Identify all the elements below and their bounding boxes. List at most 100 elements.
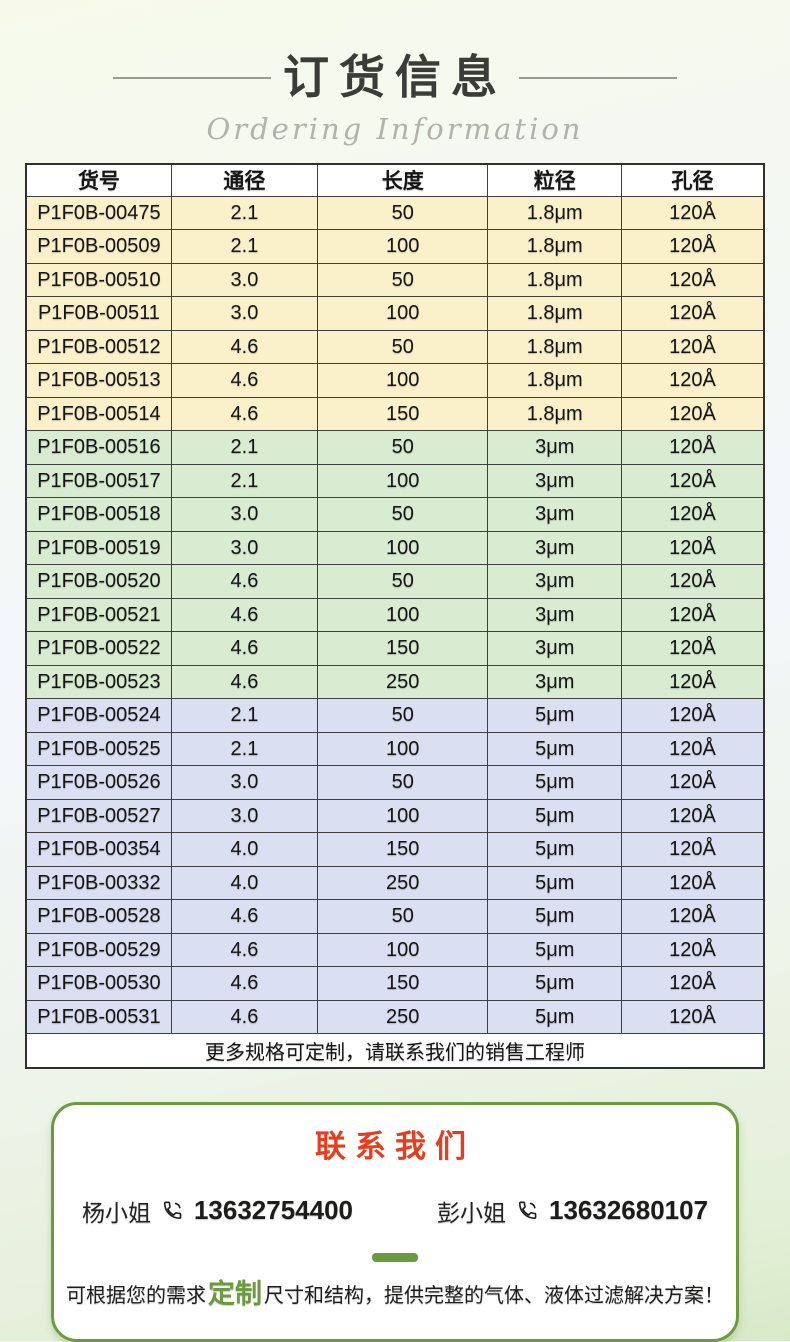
table-cell: P1F0B-00475 (25, 195, 172, 231)
custom-spec-note: 更多规格可定制，请联系我们的销售工程师 (25, 1033, 765, 1069)
table-cell: 100 (316, 363, 489, 398)
table-cell: P1F0B-00525 (25, 731, 172, 767)
table-cell: 2.1 (170, 731, 318, 767)
contact-phone: 13632754400 (193, 1195, 353, 1226)
table-cell: 3.0 (170, 262, 318, 298)
table-cell: 120Å (621, 296, 765, 331)
header-section: 订货信息 Ordering Information (0, 0, 790, 146)
table-cell: 120Å (621, 865, 765, 901)
table-cell: 50 (316, 497, 489, 532)
table-cell: 3.0 (170, 530, 318, 566)
table-cell: 50 (316, 564, 489, 599)
table-cell: 2.1 (170, 229, 318, 264)
table-cell: 120Å (621, 564, 765, 599)
table-cell: 120Å (621, 966, 765, 1001)
table-cell: 150 (316, 832, 489, 867)
table-cell: 50 (316, 195, 489, 231)
table-cell: 3.0 (170, 798, 318, 834)
contact-name: 彭小姐 (437, 1199, 506, 1226)
table-cell: 120Å (621, 430, 765, 465)
table-cell: 120Å (621, 363, 765, 398)
table-cell: 100 (316, 798, 489, 834)
table-cell: 250 (316, 999, 489, 1035)
table-row: P1F0B-00510 3.0 50 1.8μm 120Å (25, 262, 765, 298)
contact-title: 联系我们 (315, 1128, 475, 1164)
table-cell: 2.1 (170, 430, 318, 465)
table-cell: 100 (316, 731, 489, 767)
note-prefix: 可根据您的需求 (66, 1284, 206, 1307)
table-cell: 120Å (621, 932, 765, 968)
table-cell: 120Å (621, 765, 765, 800)
table-row: P1F0B-00354 4.0 150 5μm 120Å (25, 832, 765, 867)
table-cell: P1F0B-00518 (25, 497, 172, 532)
table-cell: 50 (316, 899, 489, 934)
table-cell: P1F0B-00531 (25, 999, 172, 1035)
table-cell: P1F0B-00522 (25, 631, 172, 666)
note-suffix: 尺寸和结构，提供完整的气体、液体过滤解决方案！ (264, 1284, 724, 1307)
table-cell: 1.8μm (487, 229, 623, 264)
table-row: P1F0B-00520 4.6 50 3μm 120Å (25, 564, 765, 599)
table-cell: 4.6 (170, 329, 318, 365)
table-cell: 100 (316, 463, 489, 499)
table-row: P1F0B-00528 4.6 50 5μm 120Å (25, 899, 765, 934)
table-row: P1F0B-00531 4.6 250 5μm 120Å (25, 999, 765, 1035)
table-row: P1F0B-00517 2.1 100 3μm 120Å (25, 463, 765, 499)
table-cell: 120Å (621, 195, 765, 231)
table-row: P1F0B-00514 4.6 150 1.8μm 120Å (25, 396, 765, 432)
table-row: P1F0B-00521 4.6 100 3μm 120Å (25, 597, 765, 633)
table-cell: P1F0B-00517 (25, 463, 172, 499)
column-header-part-number: 货号 (25, 163, 172, 197)
contact-name: 杨小姐 (81, 1199, 151, 1226)
table-cell: 3μm (487, 497, 623, 532)
column-header-diameter: 通径 (170, 163, 318, 197)
table-cell: 4.6 (170, 899, 318, 934)
table-cell: 250 (316, 664, 489, 700)
table-cell: P1F0B-00528 (25, 899, 172, 934)
table-row: P1F0B-00523 4.6 250 3μm 120Å (25, 664, 765, 700)
table-cell: 4.6 (170, 932, 318, 968)
table-cell: 5μm (487, 698, 623, 733)
table-cell: 50 (316, 329, 489, 365)
table-cell: 5μm (487, 832, 623, 867)
table-cell: 4.6 (170, 363, 318, 398)
table-cell: 5μm (487, 765, 623, 800)
table-cell: 1.8μm (487, 195, 623, 231)
table-cell: 120Å (621, 798, 765, 834)
table-cell: P1F0B-00514 (25, 396, 172, 432)
table-row: P1F0B-00509 2.1 100 1.8μm 120Å (25, 229, 765, 264)
table-cell: 4.0 (170, 865, 318, 901)
table-row: P1F0B-00519 3.0 100 3μm 120Å (25, 530, 765, 566)
table-cell: 2.1 (170, 195, 318, 231)
table-row: P1F0B-00522 4.6 150 3μm 120Å (25, 631, 765, 666)
table-cell: 100 (316, 296, 489, 331)
table-cell: 120Å (621, 698, 765, 733)
table-cell: 120Å (621, 731, 765, 767)
contact-entry-yang: 杨小姐 13632754400 (82, 1194, 353, 1228)
table-row: P1F0B-00332 4.0 250 5μm 120Å (25, 865, 765, 901)
table-cell: 4.6 (170, 396, 318, 432)
table-cell: 150 (316, 631, 489, 666)
table-cell: 4.6 (170, 664, 318, 700)
table-cell: 4.6 (170, 597, 318, 633)
table-row: P1F0B-00511 3.0 100 1.8μm 120Å (25, 296, 765, 331)
table-cell: 4.0 (170, 832, 318, 867)
table-cell: 3.0 (170, 765, 318, 800)
table-cell: 1.8μm (487, 396, 623, 432)
order-table-body: P1F0B-00475 2.1 50 1.8μm 120Å P1F0B-00509 2.1 1… (25, 195, 765, 1035)
contact-row: 杨小姐 13632754400 彭小姐 13632680107 (54, 1194, 736, 1228)
table-cell: 3μm (487, 463, 623, 499)
table-footer-row: 更多规格可定制，请联系我们的销售工程师 (25, 1033, 765, 1069)
table-cell: 100 (316, 932, 489, 968)
table-cell: 120Å (621, 530, 765, 566)
title-decor-line-right (519, 76, 677, 79)
table-cell: 4.6 (170, 966, 318, 1001)
title-decor-line-left (113, 76, 271, 79)
table-cell: 100 (316, 597, 489, 633)
table-cell: 120Å (621, 832, 765, 867)
table-cell: P1F0B-00520 (25, 564, 172, 599)
table-cell: P1F0B-00516 (25, 430, 172, 465)
table-row: P1F0B-00524 2.1 50 5μm 120Å (25, 698, 765, 733)
table-cell: 5μm (487, 966, 623, 1001)
phone-icon (163, 1201, 182, 1220)
